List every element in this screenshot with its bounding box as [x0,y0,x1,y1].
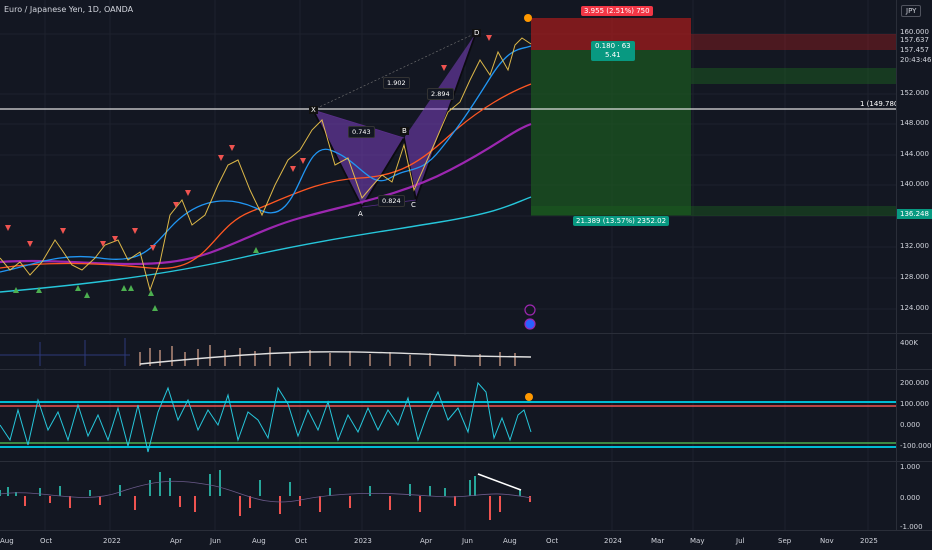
target-label[interactable]: 21.389 (13.57%) 2352.02 [573,216,670,226]
time-label: Jun [462,537,473,545]
ratio-xad: 1.902 [383,77,410,89]
pattern-point-b: B [400,127,409,135]
time-label: 2025 [860,537,878,545]
time-label: Apr [170,537,183,545]
volume-axis[interactable]: 400K [896,334,932,369]
ratio-abc: 0.824 [378,195,405,207]
time-label: Oct [546,537,559,545]
level-line-label: 1 (149.780) [860,100,902,108]
countdown-badge: 20:43:46 [900,56,932,64]
volume-bars [0,335,531,368]
pattern-point-d: D [472,29,482,37]
time-label: Aug [503,537,517,545]
pattern-point-a: A [358,210,363,218]
price-tick: 124.000 [900,304,929,312]
oscillator-line [0,480,532,503]
oscillator-histogram [0,470,531,520]
volume-tick: 400K [900,339,918,347]
cyan-ma-line [0,196,532,293]
pattern-point-c: C [411,201,416,209]
sell-signal-markers [5,35,492,251]
time-label: Oct [40,537,53,545]
price-badge-current: 157.637 [900,36,929,44]
osc-tick: 1.000 [900,463,921,471]
price-tick: 132.000 [900,242,929,250]
news-flash-icon[interactable] [524,304,536,316]
cci-axis[interactable]: 200.000 100.000 0.000 -100.000 [896,370,932,461]
calendar-event-icon[interactable] [524,318,536,330]
ratio-value: 0.180 · 63 [595,42,631,50]
price-tick: 128.000 [900,273,929,281]
price-tick: 144.000 [900,150,929,158]
orange-ma-line [0,83,532,270]
price-tick: 148.000 [900,119,929,127]
stop-label[interactable]: 3.955 (2.51%) 750 [581,6,653,16]
buy-signal-markers [13,247,259,311]
chart-title[interactable]: Euro / Japanese Yen, 1D, OANDA [4,5,134,14]
time-label: 2023 [354,537,372,545]
price-tick: 152.000 [900,89,929,97]
cci-line [0,381,532,453]
time-label: Oct [295,537,308,545]
price-tick: 160.000 [900,28,929,36]
price-badge-second: 157.457 [900,46,929,54]
cci-tick: 100.000 [900,400,929,408]
ratio-bcd: 2.894 [427,88,454,100]
time-label: Jun [210,537,221,545]
oscillator-axis[interactable]: 1.000 0.000 -1.000 [896,462,932,531]
earnings-event-icon[interactable] [524,14,532,22]
ratio-label[interactable]: 0.180 · 63 5.41 [591,41,635,61]
currency-button[interactable]: JPY [901,5,922,17]
price-tick: 140.000 [900,180,929,188]
pattern-xab[interactable] [313,110,404,207]
time-label: Apr [420,537,433,545]
stop-price-badge: 136.248 [897,209,932,219]
osc-tick: -1.000 [900,523,923,531]
blue-ma-line [0,45,532,273]
purple-ma-line [0,122,532,266]
cci-alert-icon[interactable] [525,393,533,401]
target-zone[interactable] [531,50,691,215]
time-label: 2022 [103,537,121,545]
osc-tick: 0.000 [900,494,921,502]
cci-tick: 200.000 [900,379,929,387]
time-label: May [690,537,705,545]
time-axis[interactable]: Aug Oct 2022 Apr Jun Aug Oct 2023 Apr Ju… [0,531,932,550]
cci-tick: -100.000 [900,442,932,450]
time-label: Jul [736,537,745,545]
ratio-sub-value: 5.41 [605,51,621,59]
cci-tick: 0.000 [900,421,921,429]
volume-ma-line [139,351,532,365]
price-line [0,37,532,292]
ratio-xab: 0.743 [348,126,375,138]
pattern-point-x: X [309,106,318,114]
time-label: 2024 [604,537,622,545]
price-axis[interactable]: JPY 160.000 157.637 157.457 20:43:46 152… [896,0,932,333]
time-label: Aug [0,537,14,545]
time-label: Nov [820,537,834,545]
time-label: Sep [778,537,792,545]
time-label: Aug [252,537,266,545]
divergence-trendline[interactable] [477,473,522,491]
time-label: Mar [651,537,665,545]
